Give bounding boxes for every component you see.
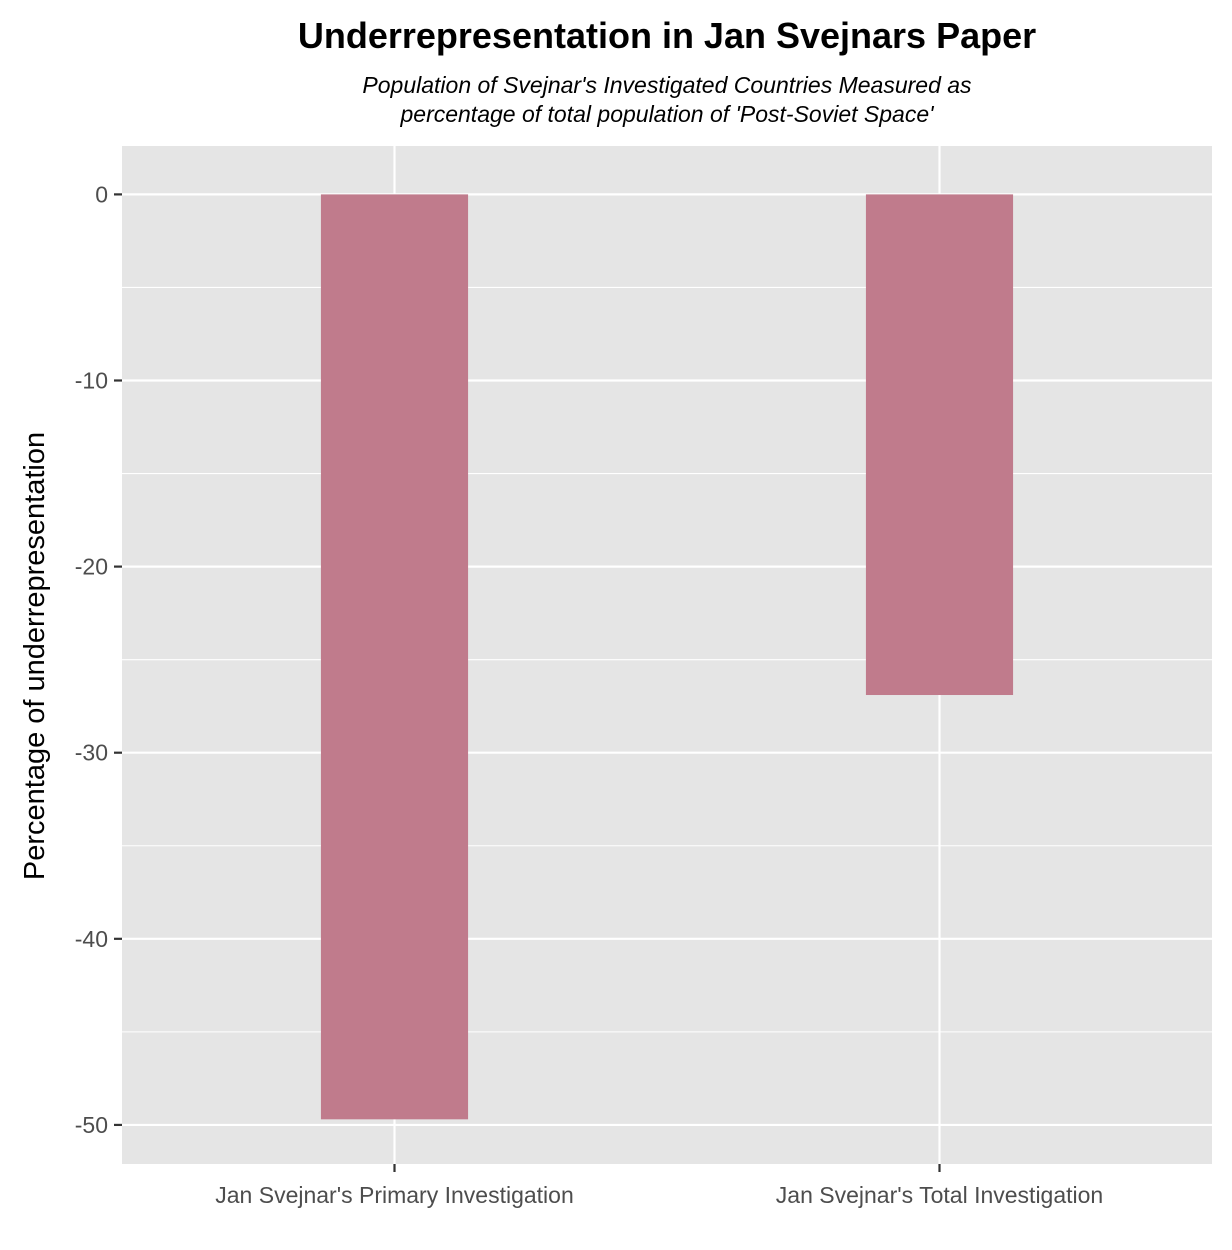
- y-tick-label: -20: [75, 554, 108, 580]
- bar-1: [320, 194, 469, 1120]
- plot-area: 0 -10 -20 -30 -40 -50 Jan Svejnar's Primary In…: [75, 146, 1212, 1208]
- x-tick-label: Jan Svejnar's Primary Investigation: [215, 1182, 574, 1208]
- y-tick-label: -50: [75, 1112, 108, 1138]
- chart-subtitle-line-2: percentage of total population of 'Post-…: [399, 101, 935, 127]
- y-tick-label: -10: [75, 367, 108, 393]
- y-tick-label: -30: [75, 740, 108, 766]
- bar-2: [865, 194, 1014, 696]
- y-tick-label: 0: [95, 181, 108, 207]
- y-tick-label: -40: [75, 926, 108, 952]
- plot-panel-background: [122, 146, 1212, 1164]
- x-tick-label: Jan Svejnar's Total Investigation: [776, 1182, 1103, 1208]
- chart-title: Underrepresentation in Jan Svejnars Pape…: [298, 15, 1036, 56]
- y-axis-label: Percentage of underrepresentation: [19, 432, 51, 880]
- chart-subtitle-line-1: Population of Svejnar's Investigated Cou…: [362, 72, 972, 98]
